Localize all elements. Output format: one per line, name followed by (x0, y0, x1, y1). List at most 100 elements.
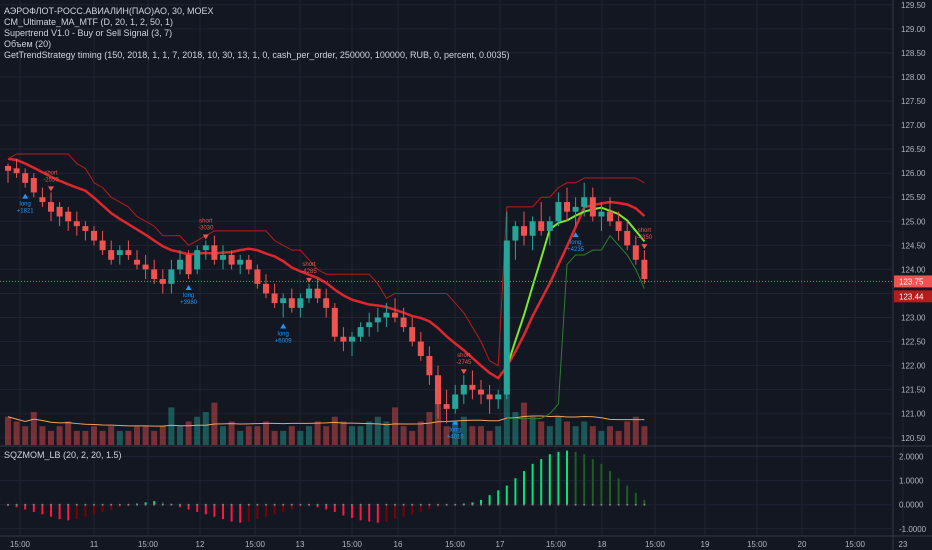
indicator-supertrend[interactable]: Supertrend V1.0 - Buy or Sell Signal (3,… (4, 28, 173, 38)
time-tick-label: 13 (296, 540, 305, 549)
volume-bar (297, 430, 304, 445)
volume-bar (5, 416, 11, 445)
volume-bar (564, 421, 570, 445)
supertrend-line (7, 153, 645, 367)
volume-bar (607, 426, 613, 445)
candle-body (56, 206, 63, 217)
volume-bar (417, 421, 424, 445)
volume-bar (91, 426, 97, 445)
candle-body (168, 269, 175, 284)
candle-body (486, 394, 493, 400)
squeeze-dot (50, 503, 52, 506)
squeeze-dot (32, 503, 35, 506)
candle-body (202, 245, 209, 251)
price-tick-label: 128.00 (901, 73, 926, 82)
time-tick-label: 11 (90, 540, 99, 549)
volume-bar (555, 416, 562, 445)
squeeze-dot (609, 503, 611, 506)
marker-long-label: long (278, 332, 289, 338)
volume-bar (443, 426, 450, 445)
squeeze-dot (437, 503, 439, 506)
squeeze-dot (161, 503, 164, 506)
squeeze-dot (471, 503, 474, 506)
candle-body (159, 279, 166, 284)
sell-arrow-icon (202, 234, 209, 240)
candle-body (641, 259, 648, 280)
marker-short-label: short (302, 262, 316, 268)
squeeze-dot (505, 503, 508, 506)
squeeze-dot (84, 503, 87, 506)
volume-bar (632, 416, 639, 445)
volume-bar (280, 430, 287, 445)
squeeze-dot (75, 503, 78, 506)
marker-short-label: short (44, 170, 58, 176)
squeeze-dot (325, 503, 328, 506)
volume-bar (271, 430, 278, 445)
indicator-cm-ultimate-ma[interactable]: CM_Ultimate_MA_MTF (D, 20, 1, 2, 50, 1) (4, 17, 174, 27)
osc-tick-label: -1.0000 (899, 525, 927, 534)
candle-body (392, 312, 398, 318)
price-tick-label: 129.00 (901, 25, 926, 34)
squeeze-dot (402, 503, 405, 506)
squeeze-dot (256, 503, 259, 506)
sell-arrow-icon (306, 277, 312, 283)
price-tick-label: 125.50 (901, 193, 926, 202)
candle-body (546, 221, 553, 231)
candle-body (280, 298, 287, 304)
candle-body (30, 178, 37, 193)
squeeze-dot (222, 503, 224, 506)
marker-long-label: long (183, 293, 194, 299)
candle-body (383, 312, 390, 318)
marker-long-value: +1821 (17, 209, 35, 215)
volume-bar (151, 430, 158, 445)
volume-bar (452, 421, 459, 445)
candle-body (142, 264, 149, 270)
candle-body (271, 293, 278, 304)
candle-body (538, 221, 545, 231)
volume-bar (168, 407, 175, 445)
volume-bar (263, 421, 269, 445)
squeeze-dot (488, 503, 491, 506)
squeeze-dot (419, 503, 422, 506)
volume-bar (314, 421, 321, 445)
squeeze-dot (574, 503, 577, 506)
candle-body (314, 288, 321, 299)
indicator-gettrendstrategy[interactable]: GetTrendStrategy timing (150, 2018, 1, 1… (4, 50, 510, 60)
sell-arrow-icon (460, 369, 467, 375)
candle-body (288, 298, 295, 308)
candle-body (263, 283, 269, 294)
candle-body (564, 202, 570, 212)
volume-bar (288, 426, 295, 445)
time-tick-label: 15:00 (445, 540, 466, 549)
volume-bar (581, 421, 588, 445)
squeeze-dot (67, 503, 70, 506)
squeeze-dot (540, 503, 543, 506)
candle-body (331, 307, 338, 337)
time-tick-label: 15:00 (845, 540, 866, 549)
candle-body (245, 259, 252, 270)
volume-bar (65, 421, 72, 445)
price-tick-label: 128.50 (901, 49, 926, 58)
marker-short-value: -3030 (198, 226, 214, 232)
squeeze-dot (591, 503, 594, 506)
squeeze-dot (342, 503, 345, 506)
indicator-volume[interactable]: Объем (20) (4, 39, 52, 49)
oscillator-legend[interactable]: SQZMOM_LB (20, 2, 20, 1.5) (4, 450, 122, 460)
squeeze-dot (523, 503, 525, 506)
squeeze-dot (7, 503, 9, 506)
price-tick-label: 122.00 (901, 362, 926, 371)
candle-body (48, 202, 54, 212)
marker-long-value: +4015 (447, 435, 465, 441)
time-tick-label: 15:00 (138, 540, 159, 549)
marker-short-value: -4350 (637, 235, 653, 241)
squeeze-dot (462, 503, 465, 506)
volume-bar (366, 421, 373, 445)
squeeze-dot (333, 503, 336, 506)
volume-bar (598, 430, 605, 445)
candle-body (435, 375, 441, 405)
squeeze-dot (136, 503, 138, 506)
time-tick-label: 15:00 (747, 540, 768, 549)
volume-bar (134, 426, 140, 445)
